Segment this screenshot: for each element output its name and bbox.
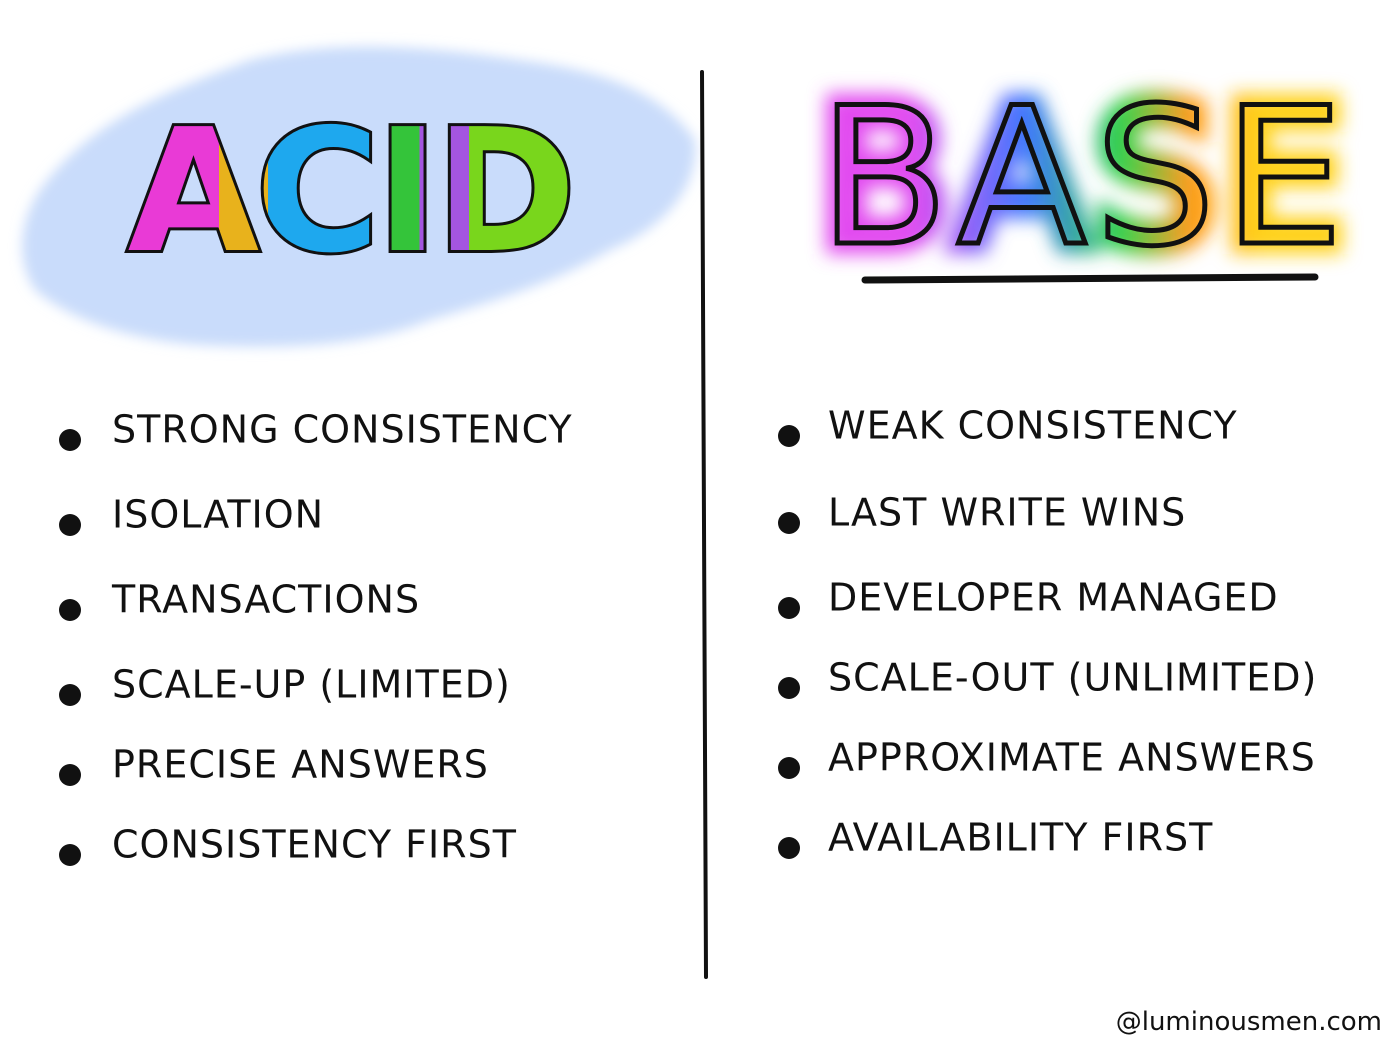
bullet	[778, 597, 800, 619]
bullet	[59, 844, 81, 866]
list-item: CONSISTENCY FIRST	[112, 823, 517, 867]
bullet	[778, 512, 800, 534]
base-underline	[861, 273, 1319, 284]
list-item: STRONG CONSISTENCY	[112, 408, 573, 452]
list-item: SCALE-OUT (UNLIMITED)	[828, 656, 1317, 700]
list-item: WEAK CONSISTENCY	[828, 404, 1238, 448]
list-item: PRECISE ANSWERS	[112, 743, 489, 787]
bullet	[778, 757, 800, 779]
bullet	[59, 514, 81, 536]
list-item: AVAILABILITY FIRST	[828, 816, 1213, 860]
footer: @luminousmen.com	[1116, 1007, 1382, 1037]
bullet	[59, 764, 81, 786]
list-item: APPROXIMATE ANSWERS	[828, 736, 1316, 780]
lists: STRONG CONSISTENCY ISOLATION TRANSACTIONS S…	[59, 404, 1317, 867]
bullet	[778, 425, 800, 447]
list-item: LAST WRITE WINS	[828, 491, 1186, 535]
divider	[700, 70, 708, 979]
base-title: BASE	[819, 67, 1352, 288]
bullet	[778, 677, 800, 699]
list-item: DEVELOPER MANAGED	[828, 576, 1279, 620]
base-title-glow: BASE	[819, 67, 1352, 288]
bullet	[778, 837, 800, 859]
bullet	[59, 684, 81, 706]
bullet	[59, 429, 81, 451]
highlight-blob	[22, 46, 696, 347]
list-item: ISOLATION	[112, 493, 324, 537]
bullet	[59, 599, 81, 621]
list-item: SCALE-UP (LIMITED)	[112, 663, 511, 707]
acid-title: ACID	[128, 93, 573, 291]
list-item: TRANSACTIONS	[111, 578, 420, 622]
